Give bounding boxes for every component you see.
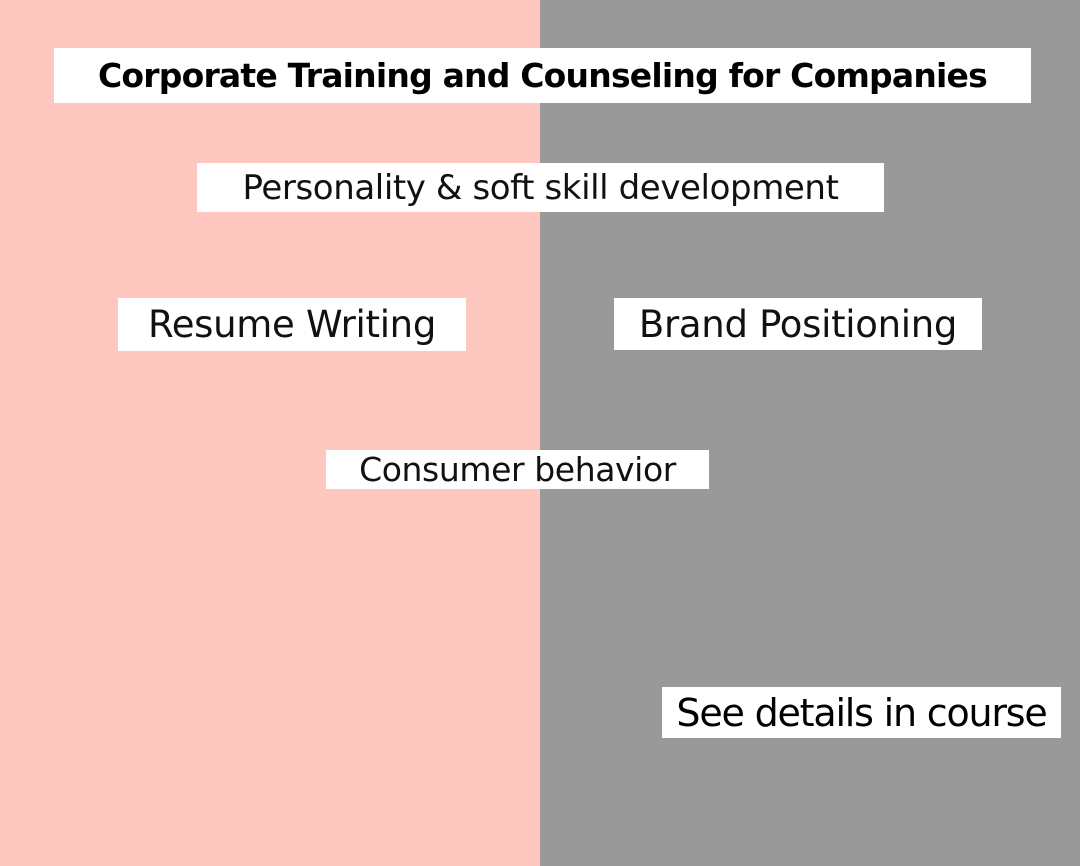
topic-personality-soft-skills: Personality & soft skill development [197,163,884,212]
topic-brand-positioning: Brand Positioning [614,298,982,350]
topic-resume-writing: Resume Writing [118,298,466,351]
poster-title: Corporate Training and Counseling for Co… [54,48,1031,103]
left-pink-panel [0,0,540,866]
see-details-callout: See details in course [662,687,1061,738]
topic-consumer-behavior: Consumer behavior [326,450,709,489]
